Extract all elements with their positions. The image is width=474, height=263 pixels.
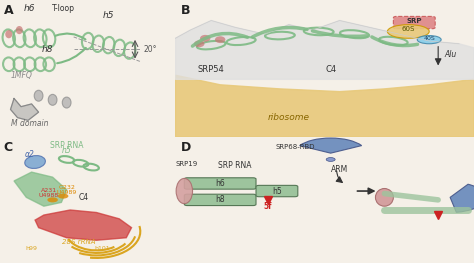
- Text: h5: h5: [103, 11, 115, 20]
- Polygon shape: [14, 172, 67, 206]
- Wedge shape: [300, 138, 362, 153]
- Ellipse shape: [215, 36, 226, 43]
- Text: 28S rRNA: 28S rRNA: [62, 239, 96, 245]
- Ellipse shape: [16, 26, 23, 34]
- Text: D: D: [182, 140, 191, 154]
- Text: C: C: [3, 140, 13, 154]
- Ellipse shape: [48, 94, 57, 105]
- Text: SRP RNA: SRP RNA: [50, 141, 83, 150]
- Text: h101: h101: [94, 246, 109, 251]
- Text: SRP RNA: SRP RNA: [219, 161, 252, 170]
- Text: h5: h5: [272, 186, 282, 196]
- Text: M domain: M domain: [11, 119, 48, 128]
- Text: U4988: U4988: [39, 193, 59, 198]
- Ellipse shape: [25, 155, 46, 169]
- Ellipse shape: [58, 194, 68, 199]
- Ellipse shape: [194, 40, 204, 47]
- Ellipse shape: [5, 30, 12, 38]
- Text: h8: h8: [42, 45, 53, 54]
- Text: h5: h5: [62, 146, 72, 155]
- Ellipse shape: [62, 97, 71, 108]
- Text: h8: h8: [215, 195, 225, 204]
- Text: A231: A231: [41, 188, 57, 193]
- Text: ribosome: ribosome: [268, 113, 310, 122]
- Ellipse shape: [387, 25, 429, 38]
- Text: C4: C4: [325, 65, 336, 74]
- Text: A: A: [3, 4, 13, 17]
- Polygon shape: [10, 98, 38, 120]
- Ellipse shape: [200, 35, 210, 42]
- Text: SRP19: SRP19: [175, 161, 198, 167]
- Text: h99: h99: [26, 246, 37, 251]
- FancyBboxPatch shape: [256, 185, 298, 197]
- Text: α2: α2: [25, 150, 35, 159]
- Ellipse shape: [34, 90, 43, 101]
- Text: ARM: ARM: [331, 165, 348, 174]
- Text: 60S: 60S: [401, 27, 415, 32]
- Polygon shape: [35, 210, 131, 240]
- Polygon shape: [175, 75, 474, 137]
- Ellipse shape: [176, 178, 192, 204]
- Ellipse shape: [375, 189, 393, 206]
- Text: h6: h6: [215, 179, 225, 188]
- FancyBboxPatch shape: [184, 194, 256, 206]
- Text: SRP54: SRP54: [198, 65, 225, 74]
- Text: Alu: Alu: [444, 50, 456, 59]
- Text: SRP: SRP: [407, 18, 422, 24]
- FancyBboxPatch shape: [184, 178, 256, 189]
- Text: T-loop: T-loop: [52, 4, 74, 13]
- Circle shape: [326, 158, 335, 161]
- Ellipse shape: [417, 36, 441, 44]
- Text: h6: h6: [24, 4, 36, 13]
- Text: SRP68-RBD: SRP68-RBD: [275, 144, 315, 150]
- FancyBboxPatch shape: [393, 16, 435, 29]
- Text: B: B: [182, 4, 191, 17]
- Ellipse shape: [47, 197, 58, 203]
- Text: G232: G232: [58, 185, 75, 190]
- Polygon shape: [175, 21, 474, 79]
- Text: 20°: 20°: [144, 45, 157, 54]
- Text: C4: C4: [79, 193, 89, 202]
- Text: 40S: 40S: [423, 36, 435, 41]
- Text: U4989: U4989: [56, 190, 77, 195]
- Text: 5f: 5f: [264, 202, 272, 211]
- Text: 1MFQ: 1MFQ: [10, 71, 32, 80]
- Wedge shape: [450, 184, 474, 212]
